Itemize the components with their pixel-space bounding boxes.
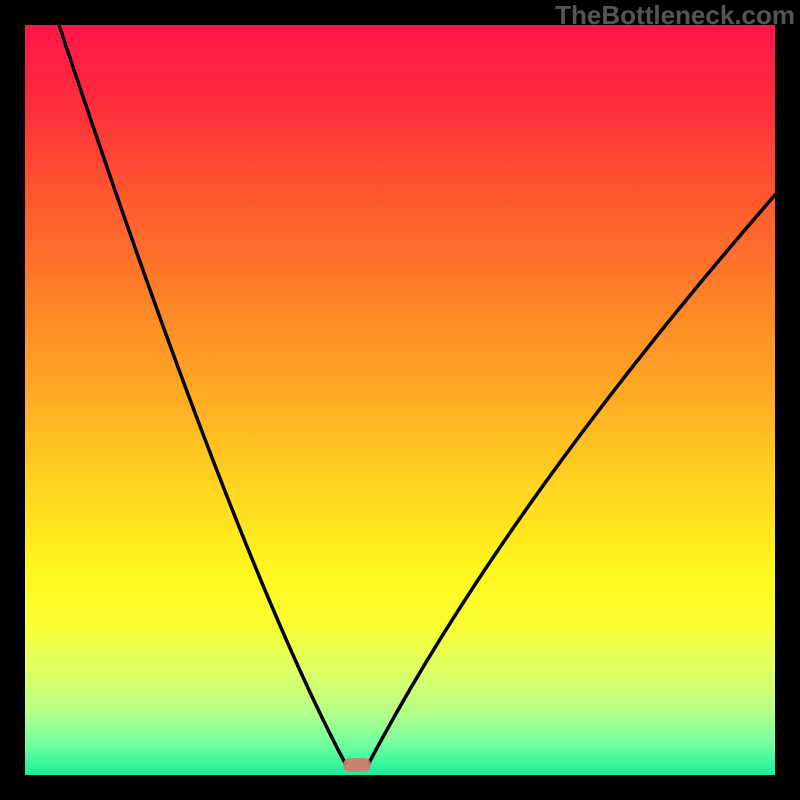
chart-frame	[0, 0, 800, 800]
watermark-text: TheBottleneck.com	[555, 0, 795, 31]
chart-canvas: TheBottleneck.com	[0, 0, 800, 800]
